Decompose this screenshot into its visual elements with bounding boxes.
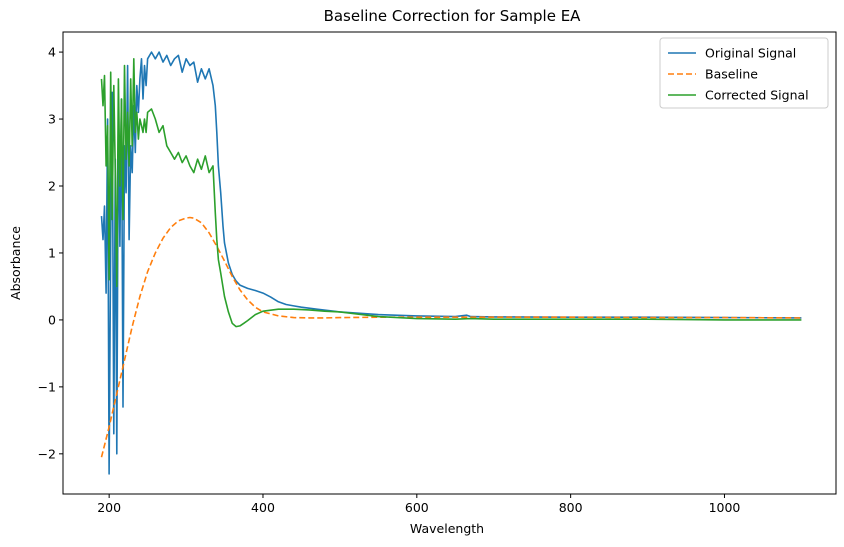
x-tick-label: 600 — [405, 500, 429, 515]
legend-box — [659, 37, 829, 109]
x-tick-label: 200 — [97, 500, 121, 515]
y-tick-label: 3 — [48, 112, 56, 127]
x-axis-label: Wavelength — [410, 521, 484, 536]
series-line-corrected-signal — [100, 58, 802, 328]
plot-frame — [62, 31, 837, 495]
legend-label: Original Signal — [705, 46, 796, 61]
series-line-baseline — [100, 216, 802, 458]
chart-title: Baseline Correction for Sample EA — [324, 7, 582, 25]
x-tick-label: 800 — [559, 500, 583, 515]
x-tick-label: 1000 — [709, 500, 741, 515]
y-tick-label: 2 — [48, 179, 56, 194]
y-tick-label: 1 — [48, 245, 56, 260]
y-tick-label: 4 — [48, 45, 56, 60]
legend-label: Corrected Signal — [705, 88, 809, 103]
y-tick-label: −2 — [38, 446, 56, 461]
y-tick-label: −1 — [38, 379, 56, 394]
x-axis: 200 400 600 800 1000 — [97, 494, 740, 515]
x-tick-label: 400 — [251, 500, 275, 515]
y-axis: −2 −1 0 1 2 3 4 — [38, 45, 63, 461]
legend-label: Baseline — [705, 67, 758, 82]
legend: Original Signal Baseline Corrected Signal — [659, 37, 829, 109]
y-axis-label: Absorbance — [8, 226, 23, 300]
y-tick-label: 0 — [48, 312, 56, 327]
